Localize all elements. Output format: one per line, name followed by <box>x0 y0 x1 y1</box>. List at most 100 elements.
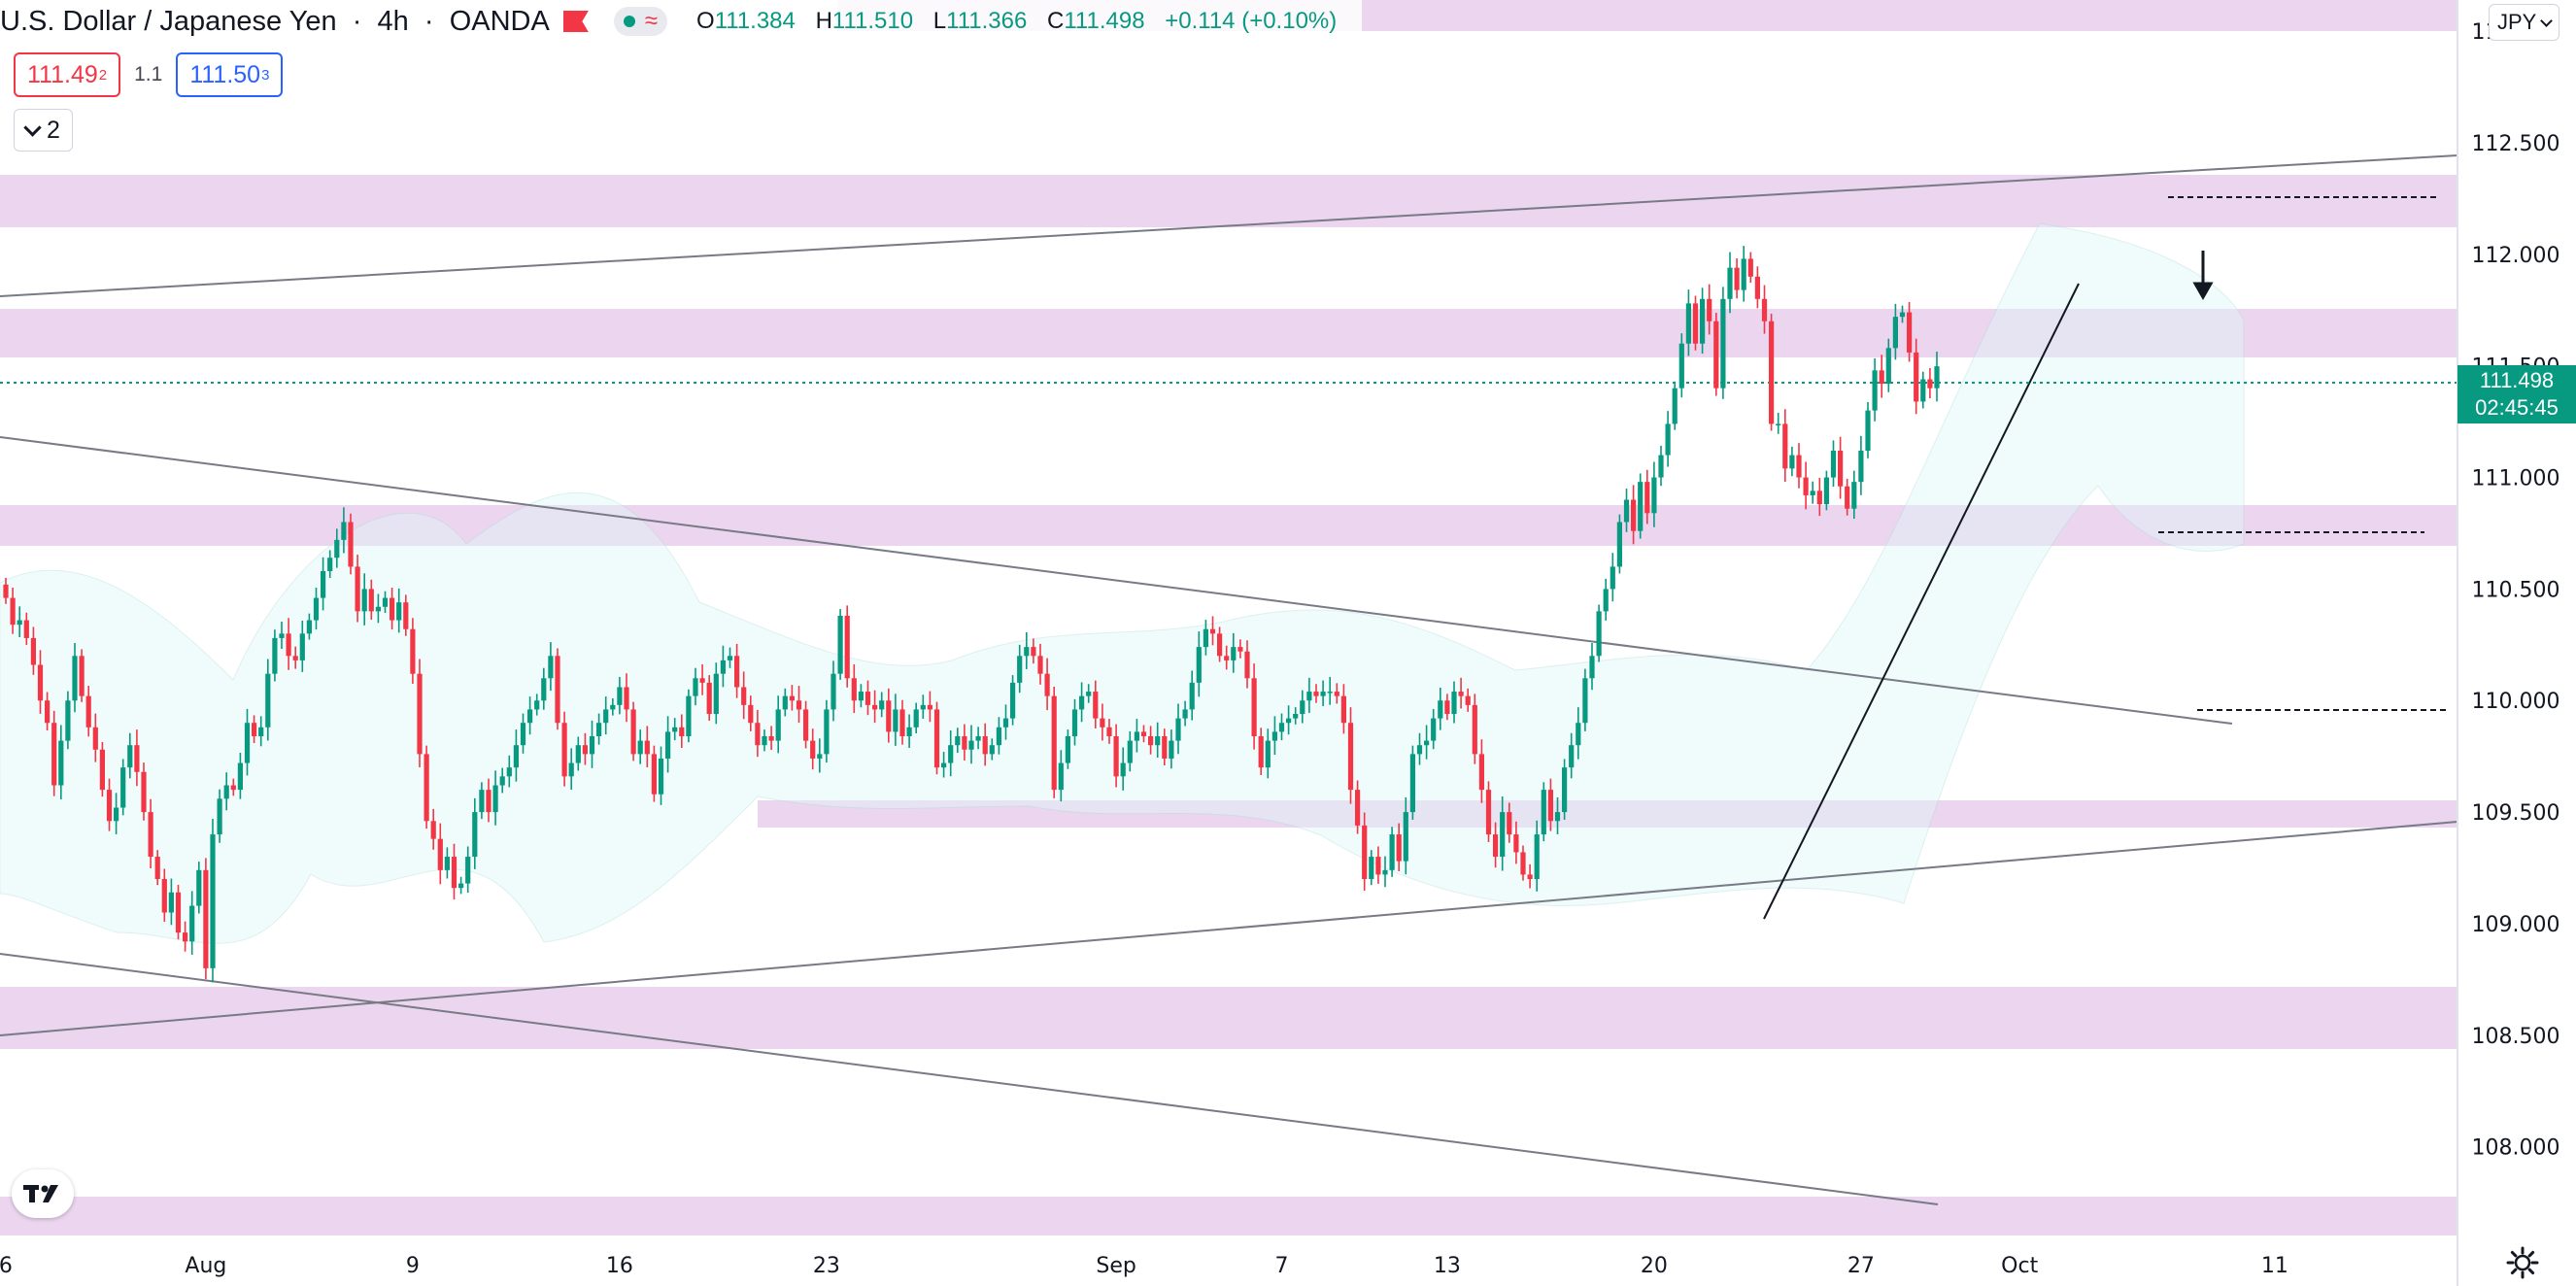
candle-body <box>693 678 698 696</box>
last-price-tag: 111.498 02:45:45 <box>2457 365 2576 423</box>
candle-body <box>1313 692 1319 696</box>
candle-body <box>506 767 512 777</box>
candle-body <box>1134 731 1139 741</box>
candle-body <box>1100 718 1105 728</box>
candle-body <box>1340 695 1346 724</box>
market-status-pill[interactable]: ≈ <box>613 7 668 36</box>
currency-select[interactable]: JPY <box>2489 4 2560 41</box>
candle-body <box>803 709 809 741</box>
candle-body <box>1534 834 1540 880</box>
candle-body <box>1300 700 1305 715</box>
candle-body <box>920 704 926 710</box>
candle-body <box>879 700 885 710</box>
candle-body <box>1885 348 1891 385</box>
candle-body <box>1747 258 1753 277</box>
candle-body <box>30 637 36 665</box>
candle-body <box>1478 754 1484 791</box>
candle-body <box>154 857 160 880</box>
chevron-down-icon <box>23 118 42 137</box>
last-price-value: 111.498 <box>2479 368 2555 392</box>
time-axis[interactable]: 26 Aug 9 16 23 Sep 7 13 20 27 Oct 11 <box>0 1254 2288 1278</box>
candle-body <box>1058 762 1064 791</box>
candle-body <box>527 709 533 724</box>
high-value: 111.510 <box>831 8 914 34</box>
trendline-upper-rising <box>0 154 2458 297</box>
time-tick-label: 27 <box>1847 1254 1875 1278</box>
candle-body <box>1396 834 1402 862</box>
candle-body <box>1554 812 1561 822</box>
candle-body <box>1796 455 1802 478</box>
sell-price-pip: 2 <box>98 66 108 84</box>
candle-body <box>458 883 464 889</box>
candle-body <box>1547 790 1553 822</box>
candle-body <box>72 656 78 701</box>
candle-body <box>1416 745 1423 755</box>
candle-body <box>534 700 540 710</box>
trendline-rising-support <box>0 821 2458 1036</box>
time-tick-label: 16 <box>606 1254 633 1278</box>
candle-body <box>1306 692 1312 701</box>
candle-body <box>1810 491 1815 495</box>
candle-body <box>755 723 761 746</box>
candlestick-series <box>3 246 1940 983</box>
candle-body <box>1113 735 1119 777</box>
candle-body <box>1334 692 1339 696</box>
candle-body <box>520 723 526 746</box>
candle-body <box>1907 312 1913 353</box>
candle-body <box>1093 692 1099 719</box>
candle-body <box>237 762 243 791</box>
candle-body <box>644 740 650 755</box>
candle-body <box>541 678 547 701</box>
candle-body <box>672 727 678 732</box>
candle-body <box>465 857 471 884</box>
candle-body <box>258 727 264 736</box>
candle-body <box>1685 303 1691 344</box>
symbol-title[interactable]: U.S. Dollar / Japanese Yen · 4h · OANDA <box>0 5 550 37</box>
candle-body <box>1209 628 1216 634</box>
candle-body <box>1500 812 1506 858</box>
candle-body <box>203 869 209 968</box>
candle-body <box>1803 477 1809 495</box>
price-tick-label: 112.000 <box>2472 244 2560 268</box>
time-tick-label: 11 <box>2261 1254 2288 1278</box>
flag-icon[interactable] <box>562 11 589 32</box>
candle-body <box>768 735 774 741</box>
candle-body <box>37 664 44 701</box>
sell-button[interactable]: 111.49 2 <box>14 52 121 97</box>
chart-header: U.S. Dollar / Japanese Yen · 4h · OANDA … <box>0 0 1363 43</box>
candle-body <box>1071 709 1078 736</box>
candle-body <box>327 558 333 572</box>
candle-body <box>1754 276 1760 299</box>
candle-body <box>114 807 119 822</box>
gear-icon[interactable] <box>2506 1246 2539 1279</box>
candle-body <box>1851 482 1857 509</box>
candle-body <box>1816 491 1822 505</box>
candle-body <box>844 615 850 679</box>
candle-body <box>1217 633 1223 657</box>
candle-body <box>1320 692 1326 696</box>
price-axis[interactable]: 113.000112.500112.000111.500111.000110.5… <box>2472 20 2560 1160</box>
candle-body <box>403 602 409 629</box>
candle-body <box>292 656 298 660</box>
candle-body <box>196 869 202 906</box>
candle-body <box>45 700 51 724</box>
candle-body <box>1155 735 1161 746</box>
tradingview-logo-icon[interactable] <box>12 1169 74 1218</box>
candle-body <box>1934 366 1940 389</box>
buy-price: 111.50 <box>189 60 261 88</box>
sell-price: 111.49 <box>27 60 98 88</box>
candle-body <box>1148 735 1154 746</box>
candle-body <box>624 687 629 710</box>
buy-button[interactable]: 111.50 3 <box>176 52 284 97</box>
candle-body <box>1079 695 1085 710</box>
candle-body <box>933 709 940 768</box>
indicators-toggle-button[interactable]: 2 <box>14 109 73 152</box>
candle-body <box>1513 834 1519 853</box>
candle-body <box>851 678 857 701</box>
candle-body <box>265 673 271 728</box>
candle-body <box>1162 735 1168 759</box>
candle-body <box>1700 298 1706 344</box>
candle-body <box>1651 477 1657 514</box>
candle-body <box>148 812 153 858</box>
